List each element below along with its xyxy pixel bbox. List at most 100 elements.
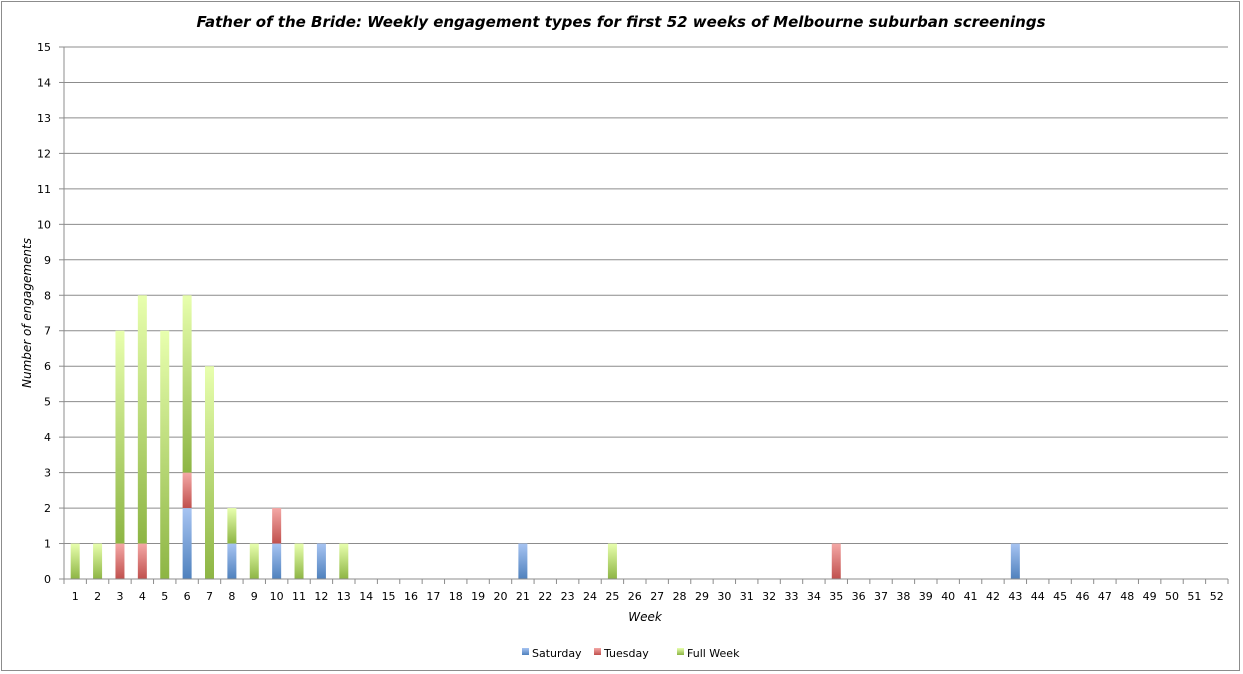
y-tick-label: 9 (44, 254, 51, 267)
legend: Saturday Tuesday Full Week (522, 647, 740, 660)
x-tick-label: 46 (1076, 590, 1090, 603)
x-tick-label: 25 (605, 590, 619, 603)
chart-title: Father of the Bride: Weekly engagement t… (196, 13, 1045, 31)
legend-label: Full Week (687, 647, 740, 660)
x-tick-label: 11 (292, 590, 306, 603)
x-tick-label: 36 (852, 590, 866, 603)
x-axis-ticks: 1 2 3 4 5 6 7 8 9 10 11 12 13 14 15 16 17 18 19 20 21 22 23 24 2… (63, 579, 1229, 603)
bar-segment-saturday (1010, 543, 1020, 579)
y-tick-label: 8 (44, 289, 51, 302)
gridlines (64, 46, 1228, 545)
bar-segment-full-week (160, 330, 170, 579)
x-tick-label: 29 (695, 590, 709, 603)
y-tick-label: 3 (44, 467, 51, 480)
legend-label: Tuesday (603, 647, 649, 660)
x-tick-label: 18 (449, 590, 463, 603)
x-tick-label: 45 (1053, 590, 1067, 603)
x-tick-label: 35 (829, 590, 843, 603)
y-tick-label: 4 (44, 431, 51, 444)
x-tick-label: 38 (896, 590, 910, 603)
bar-segment-saturday (316, 543, 326, 579)
legend-swatch-tuesday (594, 648, 601, 655)
y-tick-label: 13 (37, 112, 51, 125)
y-axis-title: Number of engagements (20, 238, 34, 388)
y-tick-label: 14 (37, 76, 51, 89)
bar-segment-full-week (249, 543, 259, 579)
bar-segment-full-week (227, 508, 237, 544)
x-tick-label: 9 (251, 590, 258, 603)
x-tick-label: 20 (494, 590, 508, 603)
y-tick-label: 5 (44, 396, 51, 409)
bar-segment-tuesday (137, 543, 147, 579)
x-tick-label: 47 (1098, 590, 1112, 603)
y-tick-label: 0 (44, 573, 51, 586)
bars (70, 295, 1020, 579)
x-tick-label: 10 (270, 590, 284, 603)
y-tick-label: 12 (37, 147, 51, 160)
x-tick-label: 44 (1031, 590, 1045, 603)
x-tick-label: 28 (673, 590, 687, 603)
axes (63, 47, 1228, 580)
bar-segment-saturday (182, 508, 192, 579)
y-tick-label: 6 (44, 360, 51, 373)
x-tick-label: 26 (628, 590, 642, 603)
x-tick-label: 27 (650, 590, 664, 603)
bar-segment-tuesday (115, 543, 125, 579)
bar-segment-full-week (115, 330, 125, 544)
x-tick-label: 15 (382, 590, 396, 603)
x-axis-title: Week (628, 610, 663, 624)
x-tick-label: 3 (116, 590, 123, 603)
x-tick-label: 2 (94, 590, 101, 603)
y-tick-label: 10 (37, 218, 51, 231)
x-tick-label: 1 (72, 590, 79, 603)
x-tick-label: 42 (986, 590, 1000, 603)
bar-segment-tuesday (182, 472, 192, 509)
x-tick-label: 39 (919, 590, 933, 603)
x-tick-label: 5 (161, 590, 168, 603)
bar-segment-tuesday (831, 543, 841, 579)
y-tick-label: 1 (44, 538, 51, 551)
bar-segment-full-week (607, 543, 617, 579)
bar-segment-saturday (272, 543, 282, 579)
x-tick-label: 23 (561, 590, 575, 603)
x-tick-label: 37 (874, 590, 888, 603)
x-tick-label: 16 (404, 590, 418, 603)
x-tick-label: 24 (583, 590, 597, 603)
x-tick-label: 40 (941, 590, 955, 603)
bar-segment-full-week (339, 543, 349, 579)
x-tick-label: 41 (964, 590, 978, 603)
legend-swatch-saturday (522, 648, 529, 655)
y-tick-label: 7 (44, 325, 51, 338)
x-tick-label: 21 (516, 590, 530, 603)
x-tick-label: 48 (1120, 590, 1134, 603)
bar-segment-full-week (93, 543, 103, 579)
bar-segment-full-week (182, 295, 192, 473)
bar-segment-saturday (227, 543, 237, 579)
x-tick-label: 33 (785, 590, 799, 603)
bar-segment-saturday (518, 543, 528, 579)
x-tick-label: 34 (807, 590, 821, 603)
x-tick-label: 22 (538, 590, 552, 603)
bar-segment-full-week (294, 543, 304, 579)
bar-segment-tuesday (272, 508, 282, 544)
x-tick-label: 30 (717, 590, 731, 603)
x-tick-label: 32 (762, 590, 776, 603)
y-tick-label: 2 (44, 502, 51, 515)
x-tick-label: 19 (471, 590, 485, 603)
x-tick-label: 6 (184, 590, 191, 603)
bar-segment-full-week (205, 366, 214, 579)
x-tick-label: 4 (139, 590, 146, 603)
y-tick-label: 11 (37, 183, 51, 196)
x-tick-label: 51 (1187, 590, 1201, 603)
x-tick-label: 8 (228, 590, 235, 603)
x-tick-label: 31 (740, 590, 754, 603)
x-tick-label: 7 (206, 590, 213, 603)
legend-swatch-full-week (677, 648, 684, 655)
bar-segment-full-week (137, 295, 147, 544)
y-tick-label: 15 (37, 41, 51, 54)
x-tick-label: 12 (314, 590, 328, 603)
x-tick-label: 17 (426, 590, 440, 603)
x-tick-label: 14 (359, 590, 373, 603)
